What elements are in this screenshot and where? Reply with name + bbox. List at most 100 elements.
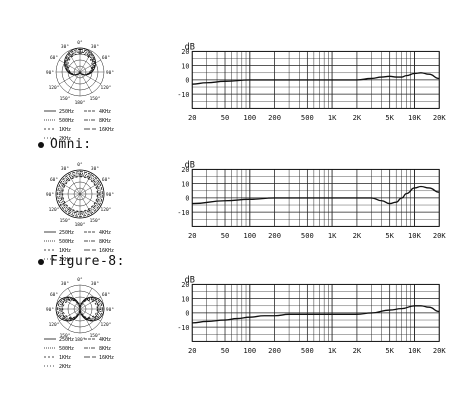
legend-svg: 250Hz 4KHz 500Hz 8KHz 1KHz 16KHz 2KHz <box>44 337 114 370</box>
y-tick-label: 10 <box>181 181 189 189</box>
legend-label: 8KHz <box>99 346 111 352</box>
pattern-label-omni: Omni: <box>38 137 92 152</box>
polar-legend: 250Hz 4KHz 500Hz 8KHz 1KHz 16KHz 2KHz <box>40 105 120 145</box>
polar-angle-label: 90° <box>106 192 114 198</box>
polar-svg: 0°30° 30°60° 60°90° 90°120° 120°150° 150°180° <box>46 277 114 343</box>
x-tick-label: 2K <box>353 113 362 122</box>
polar-angle-label: 150° <box>90 333 101 339</box>
legend-label: 4KHz <box>99 230 111 236</box>
x-tick-label: 1K <box>328 113 337 122</box>
plot-frame <box>191 283 440 342</box>
x-tick-label: 20 <box>188 346 197 355</box>
polar-pattern-curve <box>62 300 98 318</box>
polar-pattern-curve <box>57 297 103 321</box>
x-tick-label: 5K <box>385 231 394 240</box>
x-tick-label: 10K <box>408 231 422 240</box>
y-tick-label: -10 <box>177 324 189 332</box>
x-tick-label: 100 <box>243 346 256 355</box>
polar-angle-label: 60° <box>50 292 58 298</box>
x-tick-label: 500 <box>301 346 314 355</box>
legend-label: 2KHz <box>59 257 71 263</box>
polar-angle-label: 30° <box>91 166 99 172</box>
pattern-label-figure-8: Figure-8: <box>38 254 125 269</box>
x-tick-label: 2K <box>353 346 362 355</box>
polar-legend: 250Hz 4KHz 500Hz 8KHz 1KHz 16KHz 2KHz <box>40 226 120 266</box>
legend-label: 1KHz <box>59 127 71 133</box>
x-tick-label: 5K <box>385 346 394 355</box>
polar-plot: 0° 30° 30° 60° 60° 90° 90° 120° 120° 150° 150° 180° <box>40 273 120 343</box>
polar-pattern-curve <box>60 174 100 214</box>
y-tick-label: 20 <box>181 281 189 289</box>
polar-angle-label: 120° <box>101 85 112 91</box>
y-tick-label: 10 <box>181 296 189 304</box>
polar-plot: 0° 30° 30° 60° 60° 90° 90° 120° 120° 150° 150° 180° <box>40 158 120 228</box>
polar-angle-label: 120° <box>101 322 112 328</box>
polar-angle-label: 120° <box>49 85 60 91</box>
polar-angle-label: 60° <box>50 177 58 183</box>
x-tick-label: 20 <box>188 113 197 122</box>
polar-angle-label: 60° <box>102 177 110 183</box>
polar-svg: 0°30° 30°60° 60°90° 90°120° 120°150° 150°180° <box>46 40 114 106</box>
legend-label: 4KHz <box>99 109 111 115</box>
legend-label: 500Hz <box>59 346 74 352</box>
polar-pattern-curve <box>67 53 93 76</box>
polar-pattern-curve <box>66 51 94 76</box>
polar-pattern-curve <box>58 172 102 216</box>
polar-pattern-curve <box>55 296 105 322</box>
y-tick-label: 10 <box>181 63 189 71</box>
polar-spoke <box>67 288 93 330</box>
polar-angle-label: 90° <box>106 307 114 313</box>
y-tick-label: -10 <box>177 209 189 217</box>
x-tick-label: 20K <box>433 346 447 355</box>
pattern-label-text: Omni: <box>50 137 92 152</box>
x-tick-label: 50 <box>221 113 230 122</box>
polar-angle-label: 30° <box>91 281 99 287</box>
x-tick-label: 100 <box>243 113 256 122</box>
polar-plot: 0° 30° 30° 60° 60° 90° 90° 120° 120° 150° 150° 180° <box>40 36 120 106</box>
polar-angle-label: 30° <box>61 44 69 50</box>
x-tick-label: 100 <box>243 231 256 240</box>
x-tick-label: 2K <box>353 231 362 240</box>
x-tick-label: 1K <box>328 346 337 355</box>
legend-label: 1KHz <box>59 248 71 254</box>
y-tick-label: 20 <box>181 48 189 56</box>
y-tick-label: 20 <box>181 166 189 174</box>
x-tick-label: 5K <box>385 113 394 122</box>
legend-label: 500Hz <box>59 239 74 245</box>
polar-angle-label: 150° <box>60 218 71 224</box>
polar-angle-label: 30° <box>91 44 99 50</box>
frequency-response-chart: dB 20 10 0 -10 20 50 100 200 500 1K 2K 5K 10K 20K <box>146 40 471 135</box>
polar-angle-label: 150° <box>60 333 71 339</box>
grid <box>191 284 440 342</box>
y-tick-label: 0 <box>185 77 189 85</box>
polar-angle-label: 120° <box>101 207 112 213</box>
legend-svg: 250Hz 4KHz 500Hz 8KHz 1KHz 16KHz 2KHz <box>44 109 114 142</box>
x-tick-label: 200 <box>268 231 281 240</box>
legend-label: 16KHz <box>99 127 114 133</box>
legend-label: 16KHz <box>99 355 114 361</box>
legend-svg: 250Hz 4KHz 500Hz 8KHz 1KHz 16KHz 2KHz <box>44 230 114 263</box>
polar-pattern-curve <box>55 169 105 219</box>
polar-angle-label: 120° <box>49 207 60 213</box>
pattern-label-text: Figure-8: <box>50 254 125 269</box>
legend-label: 4KHz <box>99 337 111 343</box>
frequency-response-chart: dB 20 10 0 -10 20 50 100 200 500 1K 2K 5K 10K 20K <box>146 158 471 253</box>
polar-angle-label: 30° <box>61 166 69 172</box>
x-tick-label: 50 <box>221 231 230 240</box>
legend-label: 8KHz <box>99 239 111 245</box>
polar-angle-label: 60° <box>102 292 110 298</box>
response-curve <box>192 185 440 205</box>
plot-frame <box>191 50 440 109</box>
y-tick-label: -10 <box>177 91 189 99</box>
polar-angle-label: 180° <box>75 100 86 106</box>
x-tick-label: 200 <box>268 113 281 122</box>
bullet-icon <box>38 258 44 265</box>
y-tick-label: 0 <box>185 195 189 203</box>
response-curve <box>192 72 440 85</box>
legend-label: 250Hz <box>59 109 74 115</box>
polar-pattern-curve <box>65 50 95 76</box>
plot-frame <box>191 168 440 227</box>
polar-angle-label: 0° <box>77 40 83 46</box>
